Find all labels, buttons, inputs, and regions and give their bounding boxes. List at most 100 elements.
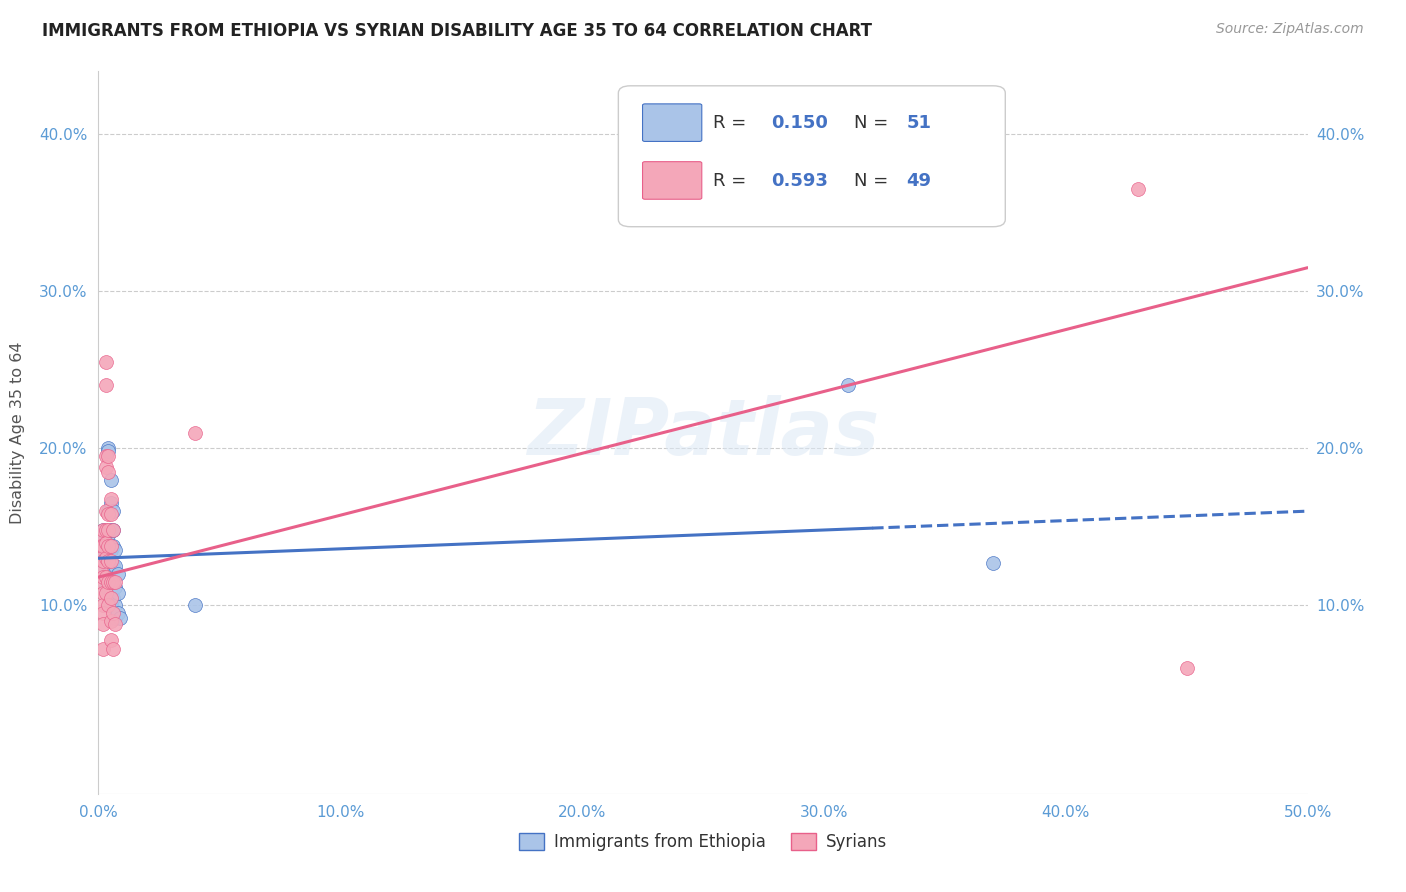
Point — [90, 539, 112, 553]
Point — [91, 539, 114, 553]
Point — [91, 533, 114, 547]
Point — [100, 574, 122, 589]
Point — [1175, 661, 1198, 675]
Point — [108, 611, 131, 625]
Point — [107, 586, 129, 600]
Point — [90, 564, 112, 578]
Point — [100, 591, 122, 605]
Point — [91, 599, 114, 613]
Point — [91, 554, 114, 568]
Point — [101, 574, 124, 589]
Point — [100, 586, 122, 600]
Point — [100, 591, 122, 605]
Point — [837, 378, 859, 392]
Point — [91, 607, 114, 621]
Text: 0.150: 0.150 — [770, 114, 828, 132]
Point — [90, 574, 112, 589]
Point — [104, 599, 127, 613]
Point — [94, 527, 117, 541]
Text: R =: R = — [713, 172, 747, 190]
Text: ZIPatlas: ZIPatlas — [527, 394, 879, 471]
Point — [94, 570, 117, 584]
Point — [94, 378, 117, 392]
Point — [100, 543, 122, 558]
Point — [90, 548, 112, 562]
FancyBboxPatch shape — [643, 161, 702, 199]
Legend: Immigrants from Ethiopia, Syrians: Immigrants from Ethiopia, Syrians — [512, 826, 894, 858]
Point — [91, 523, 114, 537]
Point — [101, 539, 124, 553]
Point — [100, 574, 122, 589]
Point — [97, 504, 120, 518]
Point — [94, 586, 117, 600]
Point — [94, 551, 117, 566]
Point — [91, 617, 114, 632]
Y-axis label: Disability Age 35 to 64: Disability Age 35 to 64 — [10, 342, 25, 524]
Text: 49: 49 — [905, 172, 931, 190]
Point — [97, 442, 120, 456]
Point — [97, 465, 120, 479]
Point — [97, 527, 120, 541]
Point — [104, 574, 127, 589]
Text: R =: R = — [713, 114, 747, 132]
Point — [97, 543, 120, 558]
Text: N =: N = — [855, 114, 889, 132]
Point — [94, 355, 117, 369]
Point — [90, 531, 112, 545]
FancyBboxPatch shape — [643, 103, 702, 142]
Point — [91, 642, 114, 657]
Point — [97, 523, 120, 537]
Text: 51: 51 — [905, 114, 931, 132]
Point — [104, 617, 127, 632]
Point — [94, 535, 117, 549]
Point — [100, 614, 122, 628]
Point — [91, 564, 114, 578]
Point — [101, 591, 124, 605]
Point — [90, 535, 112, 549]
Point — [1128, 182, 1150, 196]
Point — [97, 554, 120, 568]
Point — [100, 599, 122, 613]
Point — [90, 551, 112, 566]
Point — [90, 533, 112, 547]
Point — [104, 580, 127, 594]
Point — [104, 543, 127, 558]
Point — [100, 473, 122, 487]
Point — [97, 574, 120, 589]
Point — [91, 559, 114, 574]
FancyBboxPatch shape — [619, 86, 1005, 227]
Point — [100, 491, 122, 506]
Point — [184, 425, 207, 440]
Text: IMMIGRANTS FROM ETHIOPIA VS SYRIAN DISABILITY AGE 35 TO 64 CORRELATION CHART: IMMIGRANTS FROM ETHIOPIA VS SYRIAN DISAB… — [42, 22, 872, 40]
Point — [101, 607, 124, 621]
Point — [107, 607, 129, 621]
Point — [94, 548, 117, 562]
Point — [100, 554, 122, 568]
Point — [107, 566, 129, 581]
Point — [91, 570, 114, 584]
Text: N =: N = — [855, 172, 889, 190]
Point — [97, 444, 120, 458]
Point — [97, 449, 120, 463]
Point — [91, 539, 114, 553]
Point — [100, 559, 122, 574]
Point — [100, 508, 122, 522]
Point — [94, 539, 117, 553]
Point — [97, 566, 120, 581]
Point — [101, 523, 124, 537]
Point — [981, 556, 1004, 570]
Point — [91, 586, 114, 600]
Point — [101, 559, 124, 574]
Point — [94, 460, 117, 475]
Point — [101, 574, 124, 589]
Point — [94, 523, 117, 537]
Point — [100, 539, 122, 553]
Point — [101, 523, 124, 537]
Point — [97, 539, 120, 553]
Point — [104, 611, 127, 625]
Point — [97, 508, 120, 522]
Point — [101, 642, 124, 657]
Point — [94, 449, 117, 463]
Point — [184, 599, 207, 613]
Text: 0.593: 0.593 — [770, 172, 828, 190]
